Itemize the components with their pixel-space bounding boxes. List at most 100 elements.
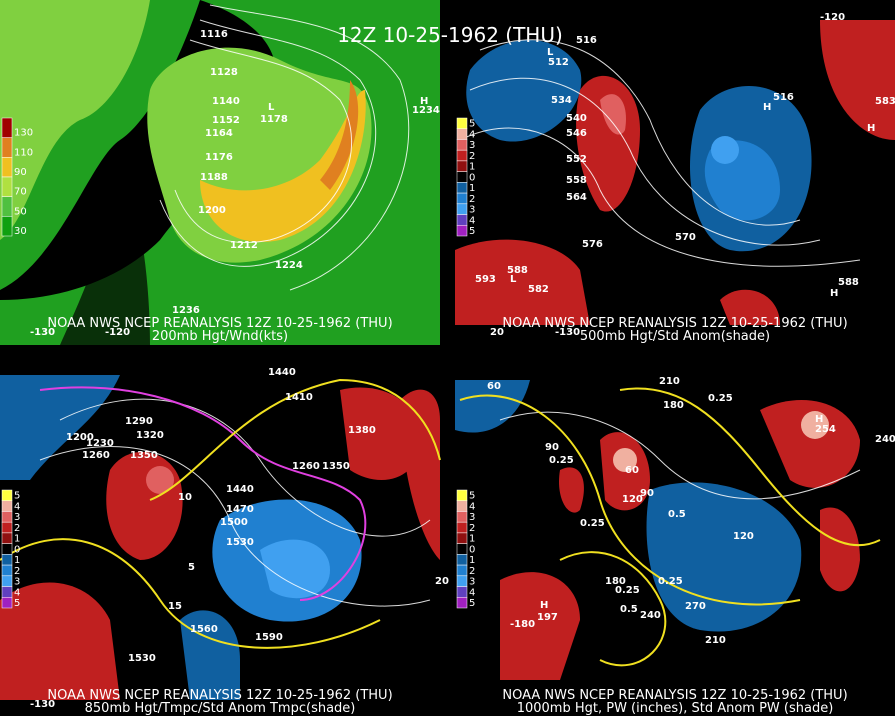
contour-label: 1116 [200,29,228,40]
legend-label: 3 [469,577,475,588]
contour-label: 240 [875,434,895,445]
contour-label: L [268,102,275,113]
legend-label: 4 [469,501,475,512]
map-panel: 1116 1128 1140 1152 1164 1176 1188 1200 1212 1224… [1,29,440,344]
contour-label: 0.5 [668,509,686,520]
legend-label: 5 [469,226,475,237]
contour-label: 1530 [226,537,254,548]
contour-label: 583 [875,96,895,107]
legend-label: 3 [469,140,475,151]
contour-label: 1230 [86,438,114,449]
contour-label: 0.5 [620,604,638,615]
panel-200mb-shading [0,0,440,345]
legend-swatch [1,500,13,512]
contour-label: 1178 [260,114,288,125]
contour-label: 60 [487,381,501,392]
contour-label: 582 [528,284,549,295]
panel-500mb-shading [455,20,895,325]
contour-label: 1350 [322,461,350,472]
legend-label: 1 [469,555,475,566]
legend-label: 5 [469,119,475,130]
contour-label: 1200 [198,205,226,216]
panel-caption: NOAA NWS NCEP REANALYSIS 12Z 10-25-1962 … [502,688,847,703]
contour-label: 516 [576,35,597,46]
main-title: 12Z 10-25-1962 (THU) [337,23,563,47]
legend-swatch [1,176,13,197]
contour-label: 1224 [275,260,303,271]
contour-label: H [815,414,823,425]
contour-label: 564 [566,192,587,203]
legend-swatch [1,157,13,178]
contour-label: 0.25 [658,576,683,587]
contour-label: 1290 [125,416,153,427]
legend-swatch [1,216,13,237]
contour-label: H [830,288,838,299]
legend-label: 3 [469,205,475,216]
legend-label: 50 [14,206,27,217]
contour-label: 1200 [66,432,94,443]
contour-label: 1530 [128,653,156,664]
contour-label: 254 [815,424,836,435]
legend-label: 4 [14,501,20,512]
legend-swatch [456,117,468,129]
panel-caption: NOAA NWS NCEP REANALYSIS 12Z 10-25-1962 … [47,688,392,703]
contour-label: 1350 [130,450,158,461]
legend-label: 3 [14,577,20,588]
contour-label: 210 [705,635,726,646]
contour-label: -130 [555,327,580,338]
contour-label: 180 [605,576,626,587]
legend-label: 2 [469,523,475,534]
legend-swatch [456,128,468,140]
contour-label: 1560 [190,624,218,635]
legend-label: 2 [469,151,475,162]
panel-subtitle: 500mb Hgt/Std Anom(shade) [580,329,770,344]
contour-label: 593 [475,274,496,285]
legend-label: 2 [469,194,475,205]
legend-swatch [456,489,468,501]
legend-swatch [456,543,468,555]
contour-label: -120 [820,12,845,23]
legend-swatch [456,521,468,534]
contour-label: 20 [490,327,504,338]
legend-label: 30 [14,226,27,237]
legend-swatch [1,196,13,217]
legend-label: 130 [14,128,33,139]
legend-swatch [456,564,468,577]
legend-label: 0 [14,544,20,555]
legend-swatch [1,586,13,598]
contour-label: 588 [838,277,859,288]
contour-label: -180 [510,619,535,630]
legend-swatch [456,500,468,512]
legend-swatch [456,511,468,523]
legend-swatch [456,586,468,598]
legend-label: 70 [14,187,27,198]
legend-swatch [1,137,13,158]
contour-label: 120 [733,531,754,542]
panel-subtitle: 1000mb Hgt, PW (inches), Std Anom PW (sh… [517,701,834,716]
legend-label: 110 [14,147,33,158]
contour-label: 10 [178,492,192,503]
contour-label: 1320 [136,430,164,441]
legend-label: 0 [469,172,475,183]
legend-swatch [456,139,468,151]
legend-label: 2 [14,566,20,577]
legend-swatch [1,543,13,555]
legend-swatch [456,554,468,566]
contour-label: 15 [168,601,182,612]
contour-label: 1440 [226,484,254,495]
legend-swatch [1,117,13,138]
legend-swatch [456,225,468,237]
legend-label: 4 [469,129,475,140]
contour-label: -120 [105,327,130,338]
contour-label: 1212 [230,240,258,251]
legend-label: 4 [14,587,20,598]
contour-label: 0.25 [580,518,605,529]
legend-swatch [1,521,13,534]
legend-swatch [456,160,468,172]
legend-label: 5 [14,598,20,609]
legend-label: 1 [469,183,475,194]
panel-subtitle: 200mb Hgt/Wnd(kts) [152,329,288,344]
legend-label: 2 [469,566,475,577]
contour-label: 1152 [212,115,240,126]
contour-label: 576 [582,239,603,250]
